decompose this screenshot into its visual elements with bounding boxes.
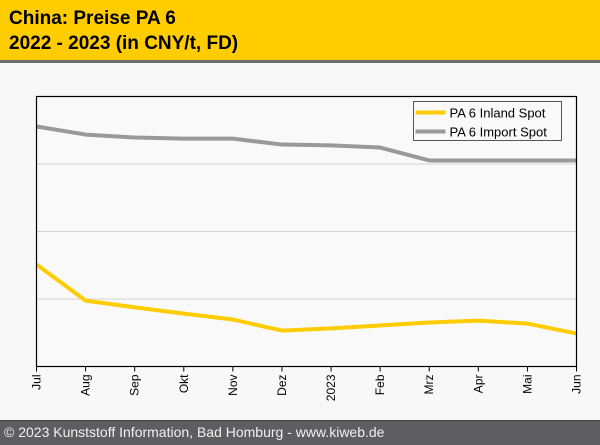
x-tick-label: Aug xyxy=(79,375,93,396)
chart-subtitle: 2022 - 2023 (in CNY/t, FD) xyxy=(9,33,239,54)
series-line-pa-6-inland-spot xyxy=(35,262,577,336)
legend: PA 6 Inland Spot PA 6 Import Spot xyxy=(413,101,562,141)
x-tick-label: Jul xyxy=(30,375,44,390)
plot-frame xyxy=(35,95,578,368)
x-tick-label: Mrz xyxy=(422,375,436,395)
x-tick-label: Mai xyxy=(520,375,534,394)
x-axis: Jul Aug Sep Okt Nov Dez 2023 Feb Mrz Apr Mai Jun xyxy=(30,366,584,401)
chart-header: China: Preise PA 6 2022 - 2023 (in CNY/t… xyxy=(0,0,600,63)
legend-label: PA 6 Inland Spot xyxy=(450,106,546,121)
legend-label: PA 6 Import Spot xyxy=(450,125,548,140)
x-tick-label: Okt xyxy=(177,374,191,393)
x-tick-label: 2023 xyxy=(324,374,338,401)
chart-title: China: Preise PA 6 xyxy=(9,8,176,29)
x-tick-label: Apr xyxy=(471,375,485,394)
legend-box xyxy=(413,101,562,141)
x-tick-label: Nov xyxy=(226,375,240,396)
x-tick-label: Jun xyxy=(570,375,584,394)
footer: © 2023 Kunststoff Information, Bad Hombu… xyxy=(0,420,600,445)
series-line-pa-6-import-spot xyxy=(36,124,577,163)
x-tick-label: Feb xyxy=(373,374,387,395)
x-tick-label: Sep xyxy=(128,374,142,396)
series-lines xyxy=(35,124,577,336)
x-tick-label: Dez xyxy=(275,375,289,396)
copyright-text: © 2023 Kunststoff Information, Bad Hombu… xyxy=(4,424,385,440)
